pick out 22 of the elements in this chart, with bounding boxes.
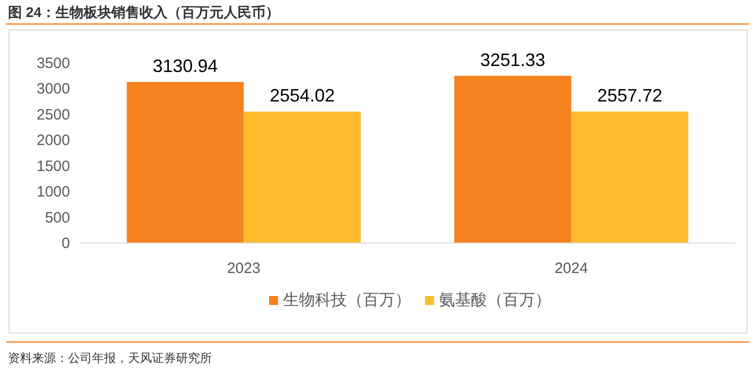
y-tick-label: 1000 <box>36 184 70 201</box>
bar <box>126 82 244 243</box>
chart-title: 图 24：生物板块销售收入（百万元人民币） <box>8 4 280 20</box>
y-tick-label: 1500 <box>36 158 70 175</box>
data-label: 2554.02 <box>270 86 335 106</box>
y-tick-label: 0 <box>62 235 70 252</box>
text: 资料来源：公司年报，天风证券研究所 <box>8 351 212 365</box>
y-tick-label: 2500 <box>36 106 70 124</box>
y-tick-label: 3500 <box>36 55 70 72</box>
x-tick-label: 2023 <box>227 260 260 277</box>
y-tick-label: 3000 <box>36 80 70 98</box>
legend-label: 生物科技（百万） <box>283 291 411 309</box>
bar <box>454 76 572 243</box>
y-tick-label: 2000 <box>36 132 70 150</box>
data-label: 2557.72 <box>597 85 662 106</box>
y-tick-label: 500 <box>44 209 70 226</box>
bar <box>571 111 688 243</box>
data-label: 3130.94 <box>152 56 218 76</box>
x-tick-label: 2024 <box>554 260 588 277</box>
data-label: 3251.33 <box>480 50 546 70</box>
bar <box>244 112 361 243</box>
legend-label: 氨基酸（百万） <box>439 291 551 309</box>
